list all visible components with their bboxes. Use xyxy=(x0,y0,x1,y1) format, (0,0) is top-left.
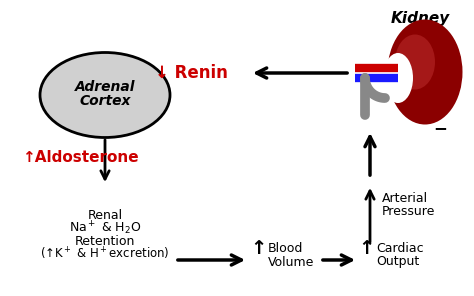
Text: ↑Aldosterone: ↑Aldosterone xyxy=(22,149,138,165)
Text: Cortex: Cortex xyxy=(79,94,131,108)
Text: ↑: ↑ xyxy=(358,239,374,258)
Text: Kidney: Kidney xyxy=(391,10,450,25)
Ellipse shape xyxy=(40,52,170,138)
Text: Blood: Blood xyxy=(268,242,303,255)
Text: Renal: Renal xyxy=(87,208,123,221)
Ellipse shape xyxy=(388,20,463,125)
Text: −: − xyxy=(433,119,447,137)
Text: Pressure: Pressure xyxy=(382,205,436,218)
Text: Na$^+$ & H$_2$O: Na$^+$ & H$_2$O xyxy=(69,219,141,237)
Text: Volume: Volume xyxy=(268,255,314,268)
Text: Retention: Retention xyxy=(75,234,135,247)
Text: Arterial: Arterial xyxy=(382,192,428,205)
Ellipse shape xyxy=(383,53,413,103)
Text: Adrenal: Adrenal xyxy=(75,80,135,94)
Text: ↑: ↑ xyxy=(250,239,266,258)
Text: (↑K$^+$ & H$^+$excretion): (↑K$^+$ & H$^+$excretion) xyxy=(40,246,170,262)
Ellipse shape xyxy=(395,35,435,89)
Text: Output: Output xyxy=(376,255,419,268)
Text: Cardiac: Cardiac xyxy=(376,242,424,255)
Text: ↓ Renin: ↓ Renin xyxy=(155,64,228,82)
